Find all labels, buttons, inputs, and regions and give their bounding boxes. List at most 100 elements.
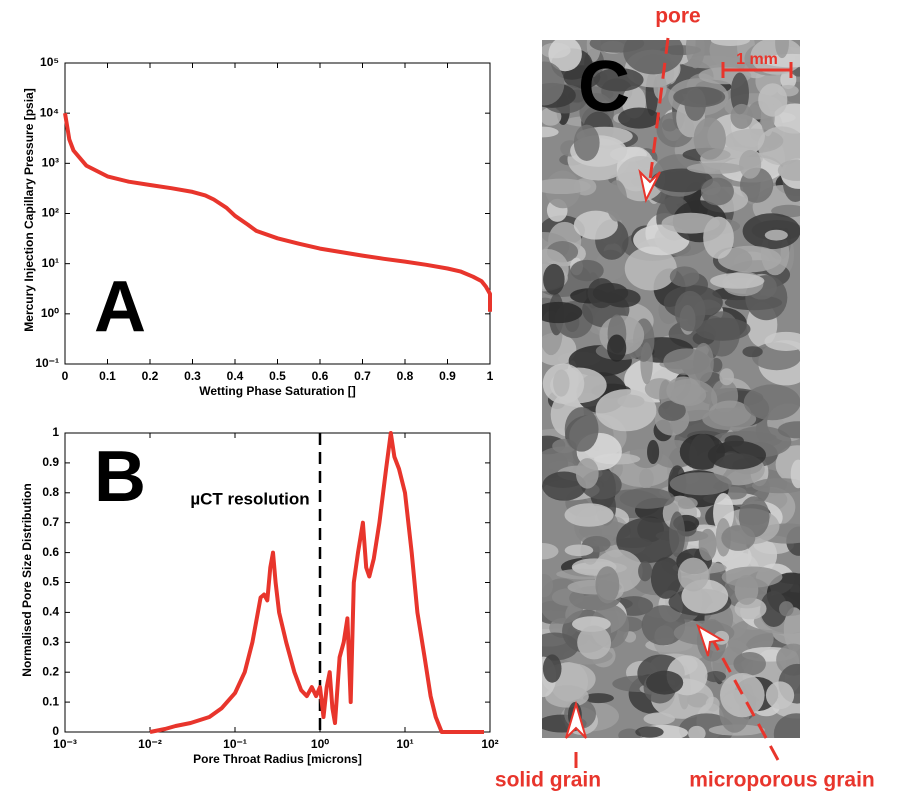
grain (542, 301, 583, 324)
grain (765, 681, 795, 710)
micro-ct-image (542, 40, 800, 738)
grain (653, 73, 667, 100)
x-tick-label: 10⁰ (311, 737, 329, 751)
grain (643, 712, 675, 726)
grain (638, 561, 653, 582)
y-tick-label: 0.7 (42, 515, 59, 529)
x-tick-label: 0.8 (397, 369, 414, 383)
grain (724, 435, 744, 447)
grain (635, 726, 664, 738)
grain (594, 68, 644, 92)
arrow-head (696, 623, 725, 657)
grain (570, 259, 604, 282)
grain (619, 487, 675, 509)
grain (776, 573, 800, 585)
grain (638, 468, 654, 489)
grain (650, 557, 682, 599)
grain (764, 229, 788, 241)
grain (677, 557, 709, 592)
x-tick-label: 0.3 (184, 369, 201, 383)
arrow-head (638, 168, 661, 203)
grain (542, 363, 585, 404)
panel-label: B (94, 437, 146, 517)
y-tick-label: 10⁻¹ (35, 356, 59, 370)
y-tick-label: 10² (42, 206, 59, 220)
grain (693, 117, 726, 160)
y-tick-label: 0.1 (42, 694, 59, 708)
x-tick-label: 0.1 (99, 369, 116, 383)
grain (698, 528, 717, 561)
microporous-arrow (712, 641, 780, 761)
grain (685, 40, 705, 69)
grain (646, 670, 684, 695)
y-axis-label: Mercury Injection Capillary Pressure [ps… (22, 88, 36, 331)
y-tick-label: 0.6 (42, 545, 59, 559)
y-tick-label: 0.2 (42, 664, 59, 678)
y-tick-label: 0 (52, 724, 59, 738)
panel-label: C (578, 47, 630, 127)
grain (542, 542, 559, 560)
grain (592, 282, 629, 303)
grain (742, 346, 763, 358)
grain (623, 40, 684, 75)
grain (542, 61, 565, 106)
grain (717, 245, 782, 273)
y-tick-label: 0.5 (42, 575, 59, 589)
x-axis-label: Wetting Phase Saturation [] (199, 384, 355, 398)
grain (751, 478, 800, 494)
grain (641, 605, 686, 646)
grain (542, 178, 591, 195)
grain (669, 511, 686, 558)
grain (777, 159, 800, 181)
annotation: µCT resolution (190, 489, 309, 508)
grain (669, 266, 700, 287)
grain (743, 384, 800, 421)
grain (674, 290, 706, 332)
x-tick-label: 10⁻¹ (223, 737, 247, 751)
y-tick-label: 10¹ (42, 256, 59, 270)
y-tick-label: 10⁴ (40, 105, 59, 119)
y-tick-label: 10³ (42, 156, 59, 170)
grain (760, 590, 788, 628)
grain (595, 389, 657, 432)
grain (705, 671, 727, 683)
grain (686, 162, 744, 174)
x-tick-label: 0.4 (227, 369, 244, 383)
microporous-grain-label: microporous grain (689, 769, 875, 792)
grain (564, 544, 594, 557)
x-tick-label: 10¹ (396, 737, 413, 751)
grain (573, 210, 618, 240)
grain (661, 212, 720, 234)
grain (730, 103, 753, 129)
grain (577, 625, 612, 660)
grain (564, 503, 614, 527)
grain (758, 83, 788, 117)
grain (548, 40, 582, 72)
grain (773, 713, 800, 738)
y-tick-label: 10⁰ (41, 306, 59, 320)
grain (695, 317, 751, 341)
grain (710, 40, 750, 46)
scale-bar (721, 62, 793, 78)
grain (542, 654, 562, 683)
grain (702, 407, 757, 431)
y-tick-label: 0.9 (42, 455, 59, 469)
y-tick-label: 0.3 (42, 634, 59, 648)
grain (582, 693, 614, 704)
arrow-head (565, 700, 587, 739)
grain (607, 334, 627, 362)
grain (790, 459, 800, 489)
grain (616, 517, 680, 563)
grain (606, 180, 628, 222)
grain (545, 685, 589, 708)
x-tick-label: 0.6 (312, 369, 329, 383)
grain (779, 601, 794, 617)
grain (650, 168, 714, 193)
y-tick-label: 0.8 (42, 485, 59, 499)
grain (658, 400, 686, 421)
grain (617, 107, 660, 129)
grain (783, 607, 800, 652)
grain (777, 421, 800, 439)
grain (542, 632, 579, 661)
